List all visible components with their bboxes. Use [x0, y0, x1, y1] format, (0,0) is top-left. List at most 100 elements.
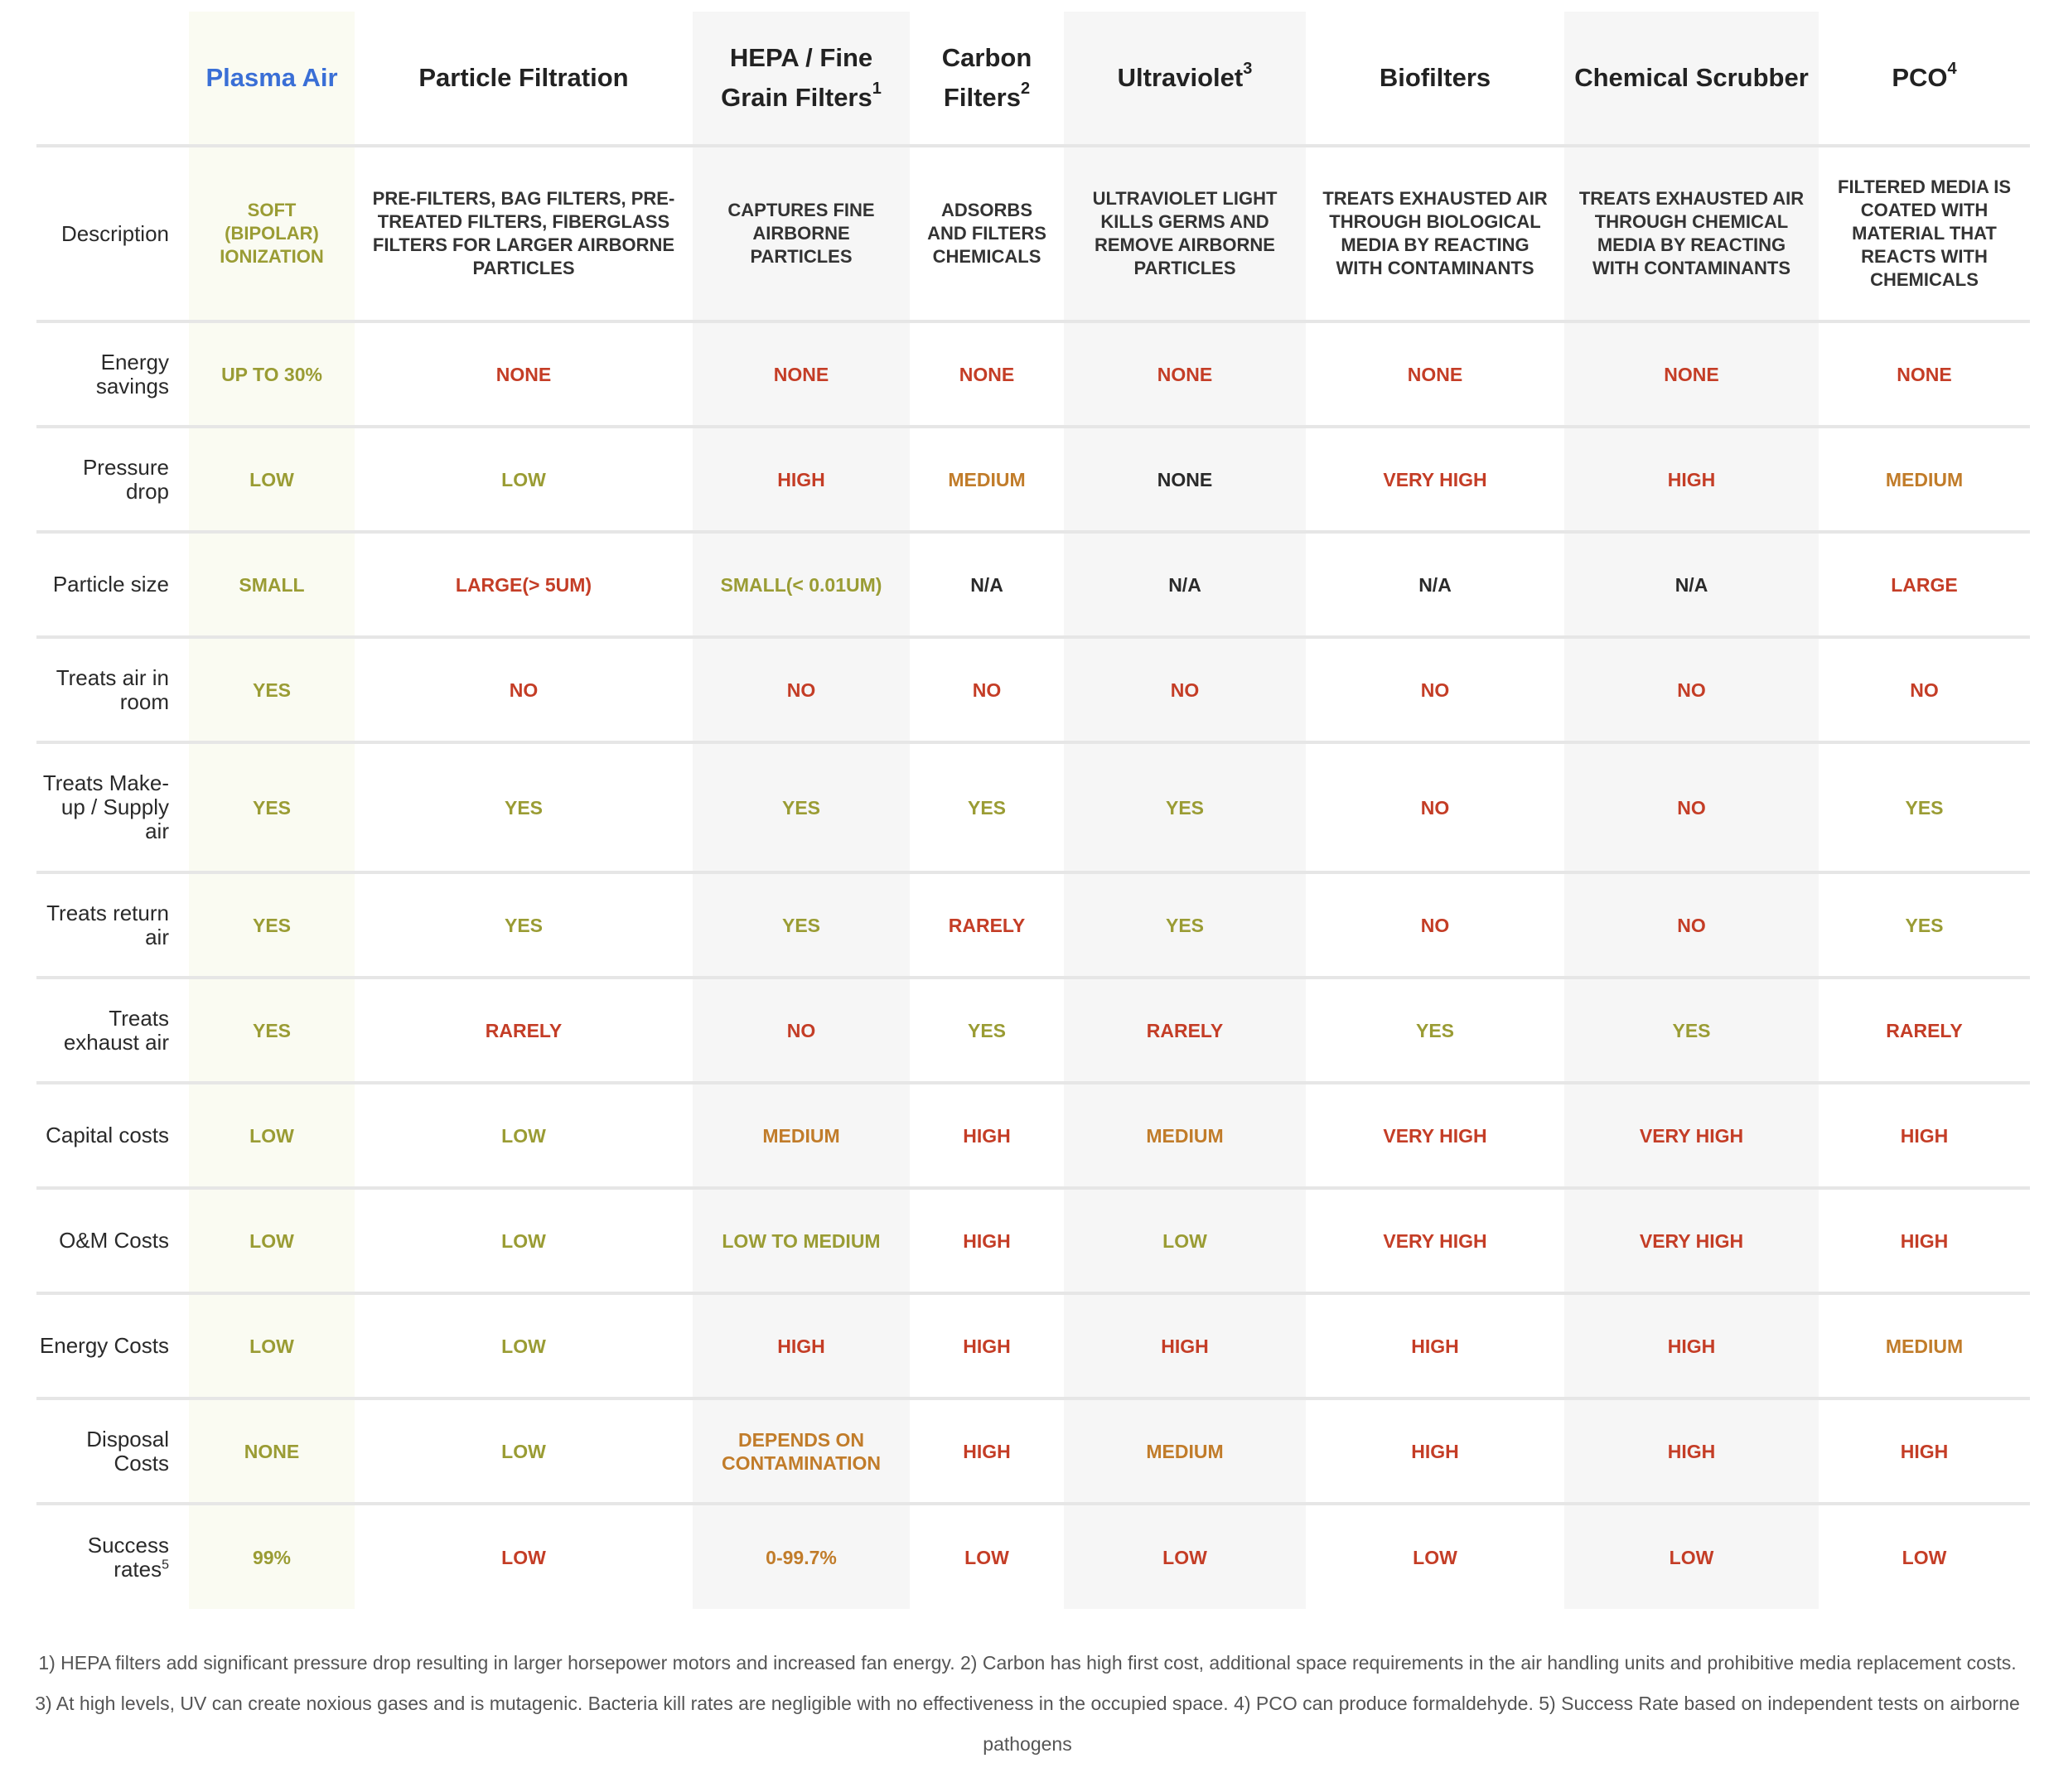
table-cell: VERY HIGH: [1306, 427, 1564, 534]
row-label-text: Capital costs: [46, 1123, 169, 1147]
table-cell: YES: [189, 978, 355, 1084]
table-row: Energy savings UP TO 30% NONE NONE NONE NONE N…: [36, 321, 2030, 428]
table-cell: PRE-FILTERS, BAG FILTERS, PRE-TREATED FI…: [355, 146, 693, 323]
table-cell: RARELY: [910, 872, 1064, 979]
column-header-hepa: HEPA / Fine Grain Filters1: [693, 12, 910, 147]
table-cell: HIGH: [693, 427, 910, 534]
table-cell: HIGH: [910, 1083, 1064, 1190]
row-label-text: O&M Costs: [59, 1228, 169, 1253]
table-cell: YES: [355, 742, 693, 874]
row-label: Treats Make-up / Supply air: [36, 742, 189, 874]
table-cell: YES: [910, 978, 1064, 1084]
table-row: Capital costs LOW LOW MEDIUM HIGH MEDIUM VERY …: [36, 1083, 2030, 1190]
table-cell: MEDIUM: [1819, 1293, 2030, 1400]
table-cell: NONE: [693, 321, 910, 428]
table-cell: YES: [1306, 978, 1564, 1084]
table-cell: CAPTURES FINE AIRBORNE PARTICLES: [693, 146, 910, 323]
table-cell: LOW: [501, 1546, 546, 1568]
row-label: Treats air in room: [36, 637, 189, 744]
table-cell: SMALL: [189, 532, 355, 639]
table-cell: UP TO 30%: [189, 321, 355, 428]
table-cell: VERY HIGH: [1306, 1188, 1564, 1295]
table-cell: NO: [1564, 742, 1819, 874]
table-cell: NO: [1564, 872, 1819, 979]
table-cell: YES: [1564, 978, 1819, 1084]
row-label-text: Treats return air: [46, 900, 169, 949]
table-cell: NONE: [1064, 321, 1306, 428]
table-cell: NONE: [1064, 427, 1306, 534]
table-cell: NO: [693, 978, 910, 1084]
table-cell: NO: [1306, 637, 1564, 744]
row-label: O&M Costs: [36, 1188, 189, 1295]
table-cell: HIGH: [910, 1188, 1064, 1295]
table-cell: NO: [1306, 872, 1564, 979]
table-cell: VERY HIGH: [1306, 1083, 1564, 1190]
table-row: Success rates5 99% LOW 0-99.7% LOW LOW LOW LOW L…: [36, 1504, 2030, 1609]
table-cell: LARGE: [1819, 532, 2030, 639]
table-row: Treats Make-up / Supply air YES YES YES YES Y…: [36, 742, 2030, 874]
table-cell: YES: [1819, 872, 2030, 979]
table-cell: RARELY: [355, 978, 693, 1084]
row-label: Energy savings: [36, 321, 189, 428]
table-cell: NO: [1819, 637, 2030, 744]
footnote-marker: 5: [162, 1557, 169, 1572]
table-cell: MEDIUM: [1064, 1083, 1306, 1190]
table-cell: LOW: [189, 427, 355, 534]
table-row: Particle size SMALL LARGE(> 5UM) SMALL(< 0.…: [36, 532, 2030, 639]
table-cell: YES: [693, 872, 910, 979]
column-header-chemical-scrubber: Chemical Scrubber: [1564, 12, 1819, 147]
table-cell: N/A: [910, 532, 1064, 639]
table-cell: LOW: [1902, 1546, 1947, 1568]
table-cell: LOW: [355, 1398, 693, 1505]
row-label-text: Energy Costs: [39, 1333, 169, 1358]
table-cell: LOW: [964, 1546, 1009, 1568]
table-cell: SOFT (BIPOLAR) IONIZATION: [189, 146, 355, 323]
table-cell: SMALL(< 0.01UM): [693, 532, 910, 639]
table-cell: NO: [355, 637, 693, 744]
table-cell: HIGH: [1306, 1398, 1564, 1505]
table-cell: HIGH: [1819, 1083, 2030, 1190]
table-cell: NO: [1306, 742, 1564, 874]
comparison-table: Plasma Air Particle Filtration HEPA / Fi…: [36, 12, 2030, 1609]
table-row: Disposal Costs NONE LOW DEPENDS ON CONTAMIN…: [36, 1398, 2030, 1505]
table-cell: YES: [693, 742, 910, 874]
table-row: Treats air in room YES NO NO NO NO NO NO NO: [36, 637, 2030, 744]
table-cell: LOW: [355, 1293, 693, 1400]
table-cell: YES: [189, 637, 355, 744]
footnotes: 1) HEPA filters add significant pressure…: [35, 1652, 2020, 1755]
table-cell: NONE: [189, 1398, 355, 1505]
row-label-text: Treats Make-up / Supply air: [42, 770, 169, 843]
table-cell: NONE: [355, 321, 693, 428]
footnote-marker: 4: [1947, 59, 1957, 78]
column-header-ultraviolet: Ultraviolet3: [1064, 12, 1306, 147]
row-label-text: Success rates: [87, 1532, 169, 1582]
table-cell: N/A: [1564, 532, 1819, 639]
table-cell: YES: [189, 742, 355, 874]
table-cell: NONE: [910, 321, 1064, 428]
row-label-text: Disposal Costs: [86, 1426, 169, 1476]
table-cell: YES: [355, 872, 693, 979]
table-cell: HIGH: [1564, 427, 1819, 534]
table-cell: LOW: [355, 1188, 693, 1295]
footnote-marker: 1: [872, 79, 882, 98]
table-cell: VERY HIGH: [1564, 1188, 1819, 1295]
table-cell: LOW: [1413, 1546, 1457, 1568]
table-cell: N/A: [1064, 532, 1306, 639]
table-cell: N/A: [1306, 532, 1564, 639]
table-cell: NONE: [1819, 321, 2030, 428]
table-cell: HIGH: [693, 1293, 910, 1400]
column-header-carbon: Carbon Filters2: [910, 12, 1064, 147]
row-label-text: Particle size: [52, 572, 169, 597]
row-label: Disposal Costs: [36, 1398, 189, 1505]
table-cell: NO: [693, 637, 910, 744]
table-cell: LOW: [355, 1083, 693, 1190]
table-cell: YES: [189, 872, 355, 979]
table-cell: YES: [1064, 872, 1306, 979]
table-cell: MEDIUM: [1064, 1398, 1306, 1505]
row-label-text: Description: [60, 220, 169, 246]
table-cell: RARELY: [1819, 978, 2030, 1084]
table-row: O&M Costs LOW LOW LOW TO MEDIUM HIGH LOW VERY …: [36, 1188, 2030, 1295]
table-body: Description SOFT (BIPOLAR) IONIZATION PRE-…: [36, 146, 2030, 1609]
table-cell: DEPENDS ON CONTAMINATION: [693, 1398, 910, 1505]
row-label: Pressure drop: [36, 427, 189, 534]
